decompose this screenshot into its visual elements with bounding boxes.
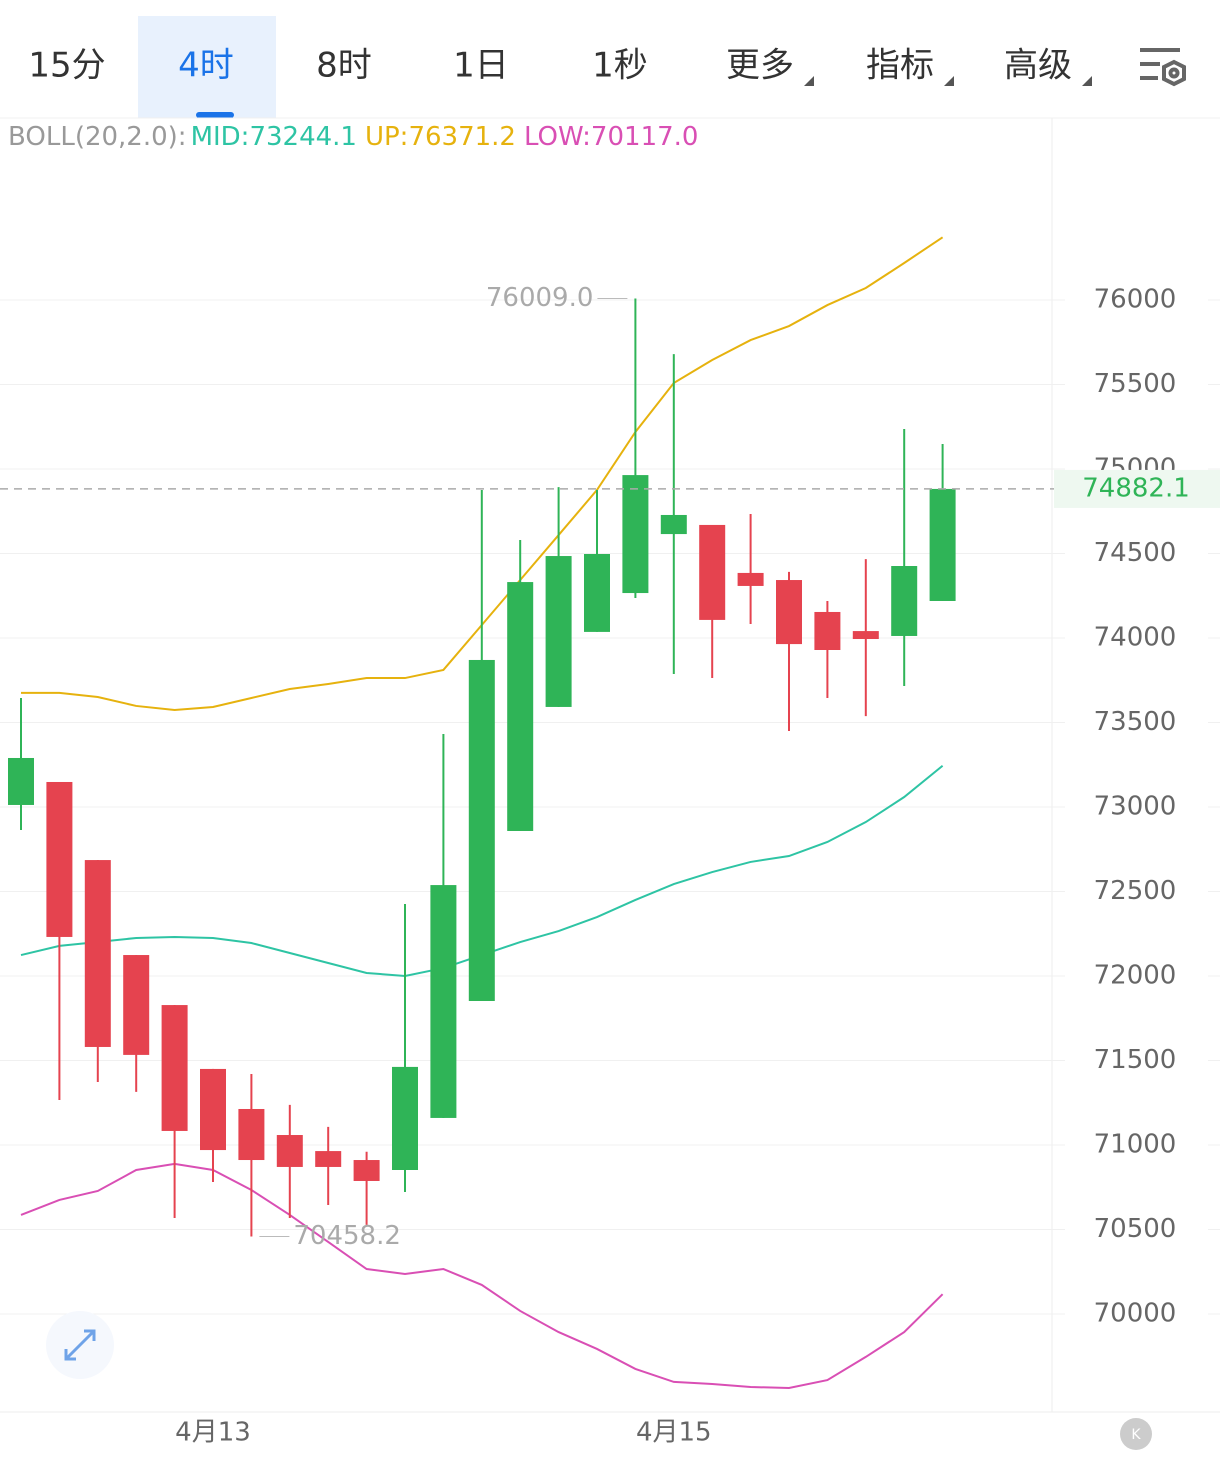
settings-icon[interactable] [1140, 48, 1186, 87]
active-tab-bg [138, 16, 276, 118]
active-tab-indicator [196, 112, 234, 118]
candle-body [8, 757, 34, 805]
last-price-label: 74882.1 [1082, 473, 1190, 503]
y-tick-label: 70000 [1094, 1298, 1177, 1328]
candle-body [545, 556, 572, 707]
y-tick-label: 73500 [1094, 707, 1177, 737]
candle-body [276, 1135, 303, 1167]
candle-body [852, 631, 879, 640]
candle-body [84, 860, 111, 1047]
x-tick-label: 4月15 [636, 1418, 712, 1448]
annotation-label: 70458.2 [293, 1221, 401, 1251]
last-price-box [1054, 469, 1220, 508]
expand-button[interactable] [46, 1311, 114, 1379]
candle-body [622, 475, 649, 594]
legend-entry: MID:73244.1 [191, 122, 357, 152]
y-tick-label: 71000 [1094, 1129, 1177, 1159]
candle-body [392, 1066, 418, 1170]
legend-entry: BOLL(20,2.0): [8, 122, 187, 152]
legend-entry: UP:76371.2 [365, 122, 516, 152]
candle-body [507, 582, 534, 831]
y-tick-label: 74000 [1094, 622, 1177, 652]
annotation-label: 76009.0 [486, 283, 594, 313]
svg-text:K: K [1131, 1427, 1141, 1443]
legend-entry: LOW:70117.0 [524, 122, 698, 152]
y-tick-label: 75500 [1094, 369, 1177, 399]
tab[interactable]: 1日 [453, 46, 509, 86]
x-tick-label: 4月13 [175, 1418, 251, 1448]
candle-body [238, 1108, 265, 1161]
candle-body [776, 580, 802, 645]
y-tick-label: 74500 [1094, 538, 1177, 568]
tab-bar: 15分 4时 8时 1日 1秒 更多 指标 高级 [28, 46, 1092, 86]
candle-body [929, 488, 956, 601]
tab[interactable]: 高级 [1004, 46, 1072, 86]
tab[interactable]: 指标 [866, 46, 934, 86]
candle-body [123, 955, 150, 1055]
dropdown-caret [804, 76, 814, 86]
y-tick-label: 71500 [1094, 1045, 1177, 1075]
candle-body [660, 514, 687, 535]
candle-body [814, 611, 841, 650]
candle-body [46, 781, 73, 937]
dropdown-caret [1082, 76, 1092, 86]
candle-body [430, 885, 457, 1118]
y-tick-label: 76000 [1094, 285, 1177, 315]
indicator-legend: BOLL(20,2.0): MID:73244.1 UP:76371.2 LOW:70… [8, 122, 698, 152]
tab[interactable]: 4时 [178, 46, 234, 86]
candle-body [200, 1068, 226, 1151]
y-tick-label: 72000 [1094, 960, 1177, 990]
candle-body [584, 554, 610, 632]
y-tick-label: 73000 [1094, 791, 1177, 821]
candle-body [161, 1005, 188, 1131]
y-tick-label: 72500 [1094, 876, 1177, 906]
dropdown-caret [944, 76, 954, 86]
candle-body [353, 1160, 380, 1181]
candle-body [315, 1151, 342, 1167]
tab[interactable]: 8时 [316, 46, 372, 86]
candle-body [699, 524, 726, 620]
tab[interactable]: 1秒 [592, 46, 648, 86]
y-tick-label: 70500 [1094, 1214, 1177, 1244]
candle-body [737, 572, 764, 586]
candle-body [891, 566, 918, 636]
candle-body [468, 659, 495, 1002]
scroll-end-button[interactable]: K [1120, 1418, 1152, 1450]
tab[interactable]: 更多 [726, 46, 794, 86]
plot: 70000 70500 71000 71500 72000 72500 73000 73500… [0, 236, 1220, 1448]
tab[interactable]: 15分 [28, 46, 105, 86]
